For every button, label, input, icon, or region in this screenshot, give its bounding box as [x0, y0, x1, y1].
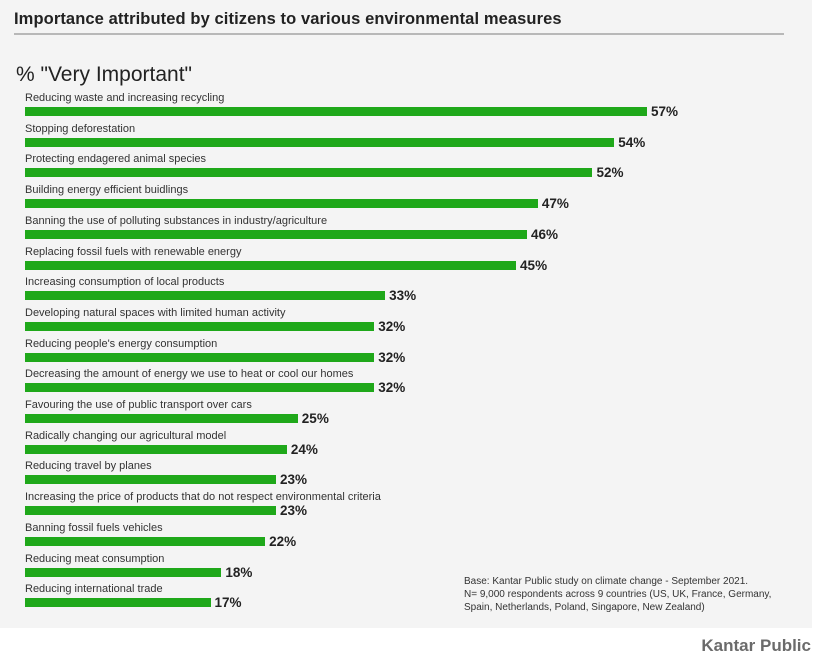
bar: [25, 475, 276, 485]
category-label: Reducing meat consumption: [25, 552, 165, 565]
category-label: Reducing people's energy consumption: [25, 337, 218, 350]
value-label: 18%: [225, 564, 253, 580]
source-note-line: Base: Kantar Public study on climate cha…: [464, 576, 749, 587]
category-label: Increasing the price of products that do…: [25, 491, 381, 504]
bar: [25, 598, 211, 608]
bar: [25, 137, 615, 147]
bar: [25, 291, 386, 301]
bar: [25, 199, 538, 209]
category-label: Stopping deforestation: [25, 122, 136, 135]
chart-panel: Importance attributed by citizens to var…: [0, 0, 812, 628]
chart-title: Importance attributed by citizens to var…: [14, 10, 562, 28]
value-label: 45%: [520, 257, 548, 273]
bar: [25, 352, 375, 362]
value-label: 47%: [541, 196, 569, 212]
category-label: Banning the use of polluting substances …: [25, 214, 328, 227]
value-label: 23%: [279, 472, 307, 488]
value-label: 23%: [279, 503, 307, 519]
value-label: 32%: [378, 380, 406, 396]
category-label: Protecting endagered animal species: [25, 153, 207, 166]
value-label: 46%: [530, 226, 558, 242]
source-note-line: N= 9,000 respondents across 9 countries …: [464, 589, 772, 600]
bar: [25, 536, 266, 546]
value-label: 57%: [651, 104, 679, 119]
category-label: Building energy efficient buidlings: [25, 184, 189, 197]
value-label: 25%: [301, 411, 329, 426]
value-label: 54%: [618, 134, 646, 150]
category-label: Developing natural spaces with limited h…: [25, 306, 286, 319]
bar: [25, 168, 593, 178]
category-label: Increasing consumption of local products: [25, 276, 225, 289]
source-note: Base: Kantar Public study on climate cha…: [464, 575, 794, 614]
category-label: Reducing travel by planes: [25, 460, 152, 473]
bar: [25, 567, 222, 577]
value-label: 52%: [596, 165, 624, 181]
title-divider: [14, 33, 784, 35]
value-label: 32%: [378, 318, 406, 334]
bar-chart: Reducing waste and increasing recycling 5…: [25, 92, 679, 611]
bar: [25, 414, 298, 423]
bar: [25, 321, 375, 331]
brand-label: Kantar Public: [701, 636, 811, 655]
category-label: Decreasing the amount of energy we use t…: [25, 368, 354, 381]
value-label: 24%: [290, 441, 318, 457]
category-label: Reducing international trade: [25, 583, 163, 596]
category-label: Banning fossil fuels vehicles: [25, 521, 163, 534]
bar: [25, 107, 647, 116]
category-label: Radically changing our agricultural mode…: [25, 429, 227, 442]
bar: [25, 444, 287, 454]
bar: [25, 229, 527, 239]
value-label: 32%: [378, 349, 406, 365]
bar: [25, 383, 375, 393]
value-label: 17%: [214, 595, 242, 611]
source-note-line: Spain, Netherlands, Poland, Singapore, N…: [464, 602, 705, 613]
category-label: Favouring the use of public transport ov…: [25, 399, 252, 411]
chart-subtitle: % "Very Important": [16, 63, 192, 86]
bar: [25, 506, 276, 516]
value-label: 33%: [389, 288, 417, 304]
bar: [25, 260, 517, 270]
value-label: 22%: [269, 533, 297, 549]
category-label: Replacing fossil fuels with renewable en…: [25, 245, 242, 258]
category-label: Reducing waste and increasing recycling: [25, 92, 225, 104]
